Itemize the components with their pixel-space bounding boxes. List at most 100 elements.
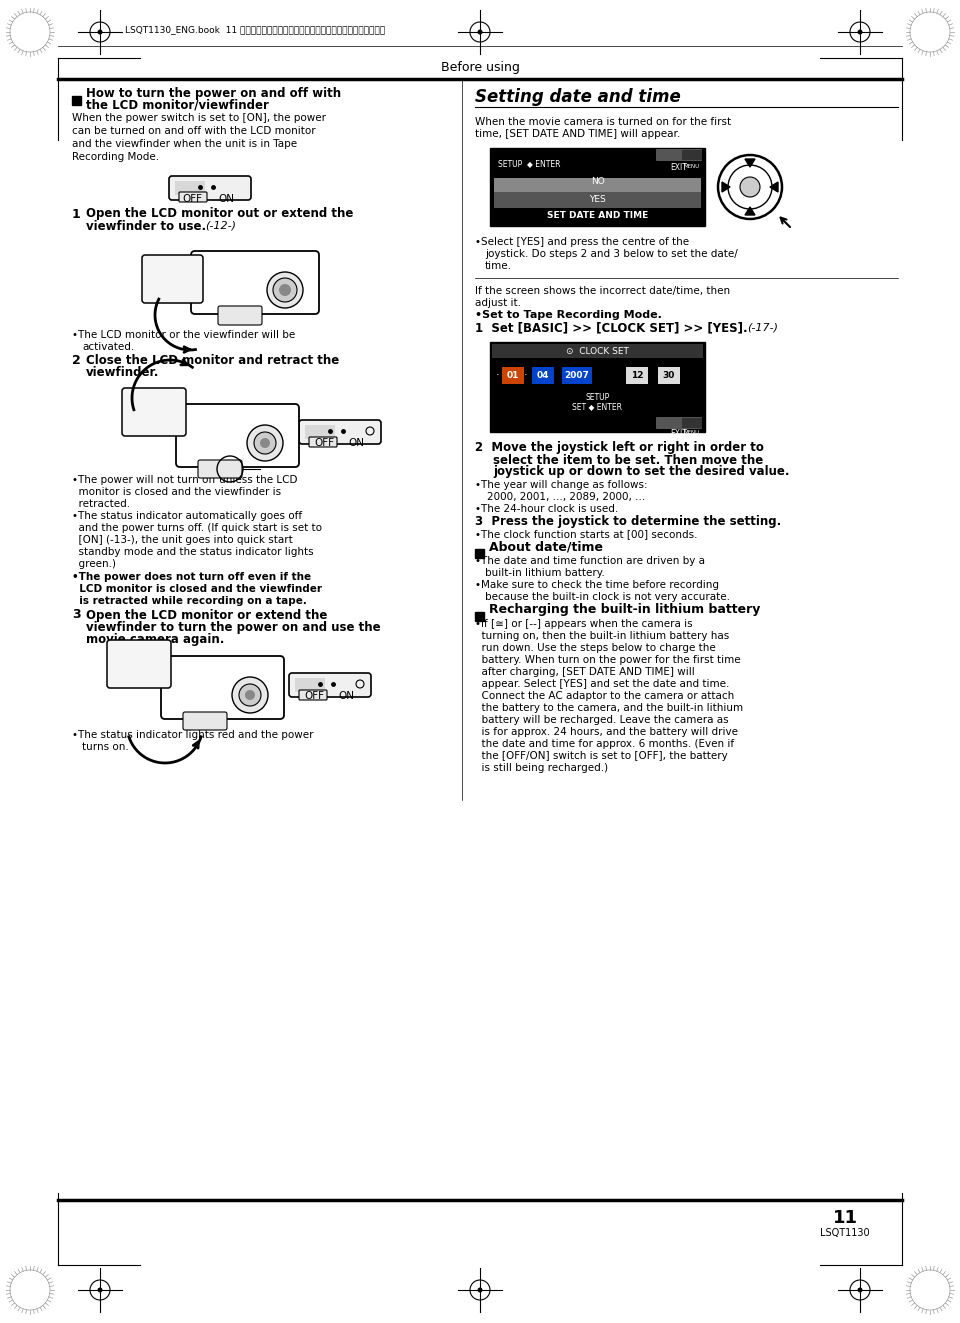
Text: ON: ON	[218, 194, 234, 204]
Text: NO: NO	[590, 177, 605, 187]
Circle shape	[279, 284, 291, 296]
Bar	[490, 148, 705, 226]
Text: SETUP  ◆ ENTER: SETUP ◆ ENTER	[498, 160, 561, 168]
Text: viewfinder.: viewfinder.	[86, 365, 159, 378]
Text: the LCD monitor/viewfinder: the LCD monitor/viewfinder	[86, 98, 269, 111]
Text: green.): green.)	[72, 560, 116, 569]
FancyBboxPatch shape	[682, 418, 702, 429]
Text: Open the LCD monitor or extend the: Open the LCD monitor or extend the	[86, 609, 327, 622]
Text: 01: 01	[507, 370, 519, 380]
Text: •Make sure to check the time before recording: •Make sure to check the time before reco…	[475, 579, 719, 590]
Polygon shape	[722, 183, 730, 192]
Text: viewfinder to use.: viewfinder to use.	[86, 220, 210, 233]
Text: •The LCD monitor or the viewfinder will be: •The LCD monitor or the viewfinder will …	[72, 329, 296, 340]
Text: About date/time: About date/time	[489, 541, 603, 553]
Text: Open the LCD monitor out or extend the: Open the LCD monitor out or extend the	[86, 208, 353, 221]
FancyBboxPatch shape	[191, 251, 319, 314]
Text: SETUP: SETUP	[586, 393, 610, 401]
Text: OFF: OFF	[314, 438, 334, 448]
Text: select the item to be set. Then move the: select the item to be set. Then move the	[493, 454, 763, 467]
Polygon shape	[745, 159, 755, 167]
Text: •If [≅] or [--] appears when the camera is: •If [≅] or [--] appears when the camera …	[475, 619, 692, 628]
Circle shape	[273, 278, 297, 302]
Text: joystick. Do steps 2 and 3 below to set the date/: joystick. Do steps 2 and 3 below to set …	[485, 249, 737, 259]
Text: How to turn the power on and off with: How to turn the power on and off with	[86, 86, 341, 99]
Bar	[494, 192, 701, 208]
Text: SET DATE AND TIME: SET DATE AND TIME	[547, 212, 648, 221]
Text: ON: ON	[348, 438, 364, 448]
Bar	[490, 343, 705, 433]
Text: 2: 2	[72, 353, 81, 366]
FancyBboxPatch shape	[682, 149, 702, 160]
Text: 2007: 2007	[564, 370, 589, 380]
FancyBboxPatch shape	[107, 640, 171, 688]
Text: Close the LCD monitor and retract the: Close the LCD monitor and retract the	[86, 353, 339, 366]
Text: LSQT1130: LSQT1130	[820, 1228, 870, 1238]
FancyBboxPatch shape	[289, 673, 371, 697]
Text: is for approx. 24 hours, and the battery will drive: is for approx. 24 hours, and the battery…	[475, 728, 738, 737]
FancyBboxPatch shape	[161, 656, 284, 718]
Circle shape	[239, 684, 261, 706]
Text: Recharging the built-in lithium battery: Recharging the built-in lithium battery	[489, 603, 760, 617]
Text: movie camera again.: movie camera again.	[86, 632, 225, 646]
Circle shape	[267, 273, 303, 308]
FancyBboxPatch shape	[309, 437, 337, 447]
Bar	[475, 613, 484, 620]
Bar	[72, 97, 81, 105]
Text: 2  Move the joystick left or right in order to: 2 Move the joystick left or right in ord…	[475, 442, 764, 455]
Text: built-in lithium battery.: built-in lithium battery.	[485, 568, 605, 578]
Text: battery will be recharged. Leave the camera as: battery will be recharged. Leave the cam…	[475, 714, 729, 725]
Text: Recording Mode.: Recording Mode.	[72, 152, 159, 161]
FancyBboxPatch shape	[299, 691, 327, 700]
Text: ⊙  CLOCK SET: ⊙ CLOCK SET	[566, 347, 629, 356]
Text: activated.: activated.	[82, 343, 134, 352]
Text: and the viewfinder when the unit is in Tape: and the viewfinder when the unit is in T…	[72, 139, 298, 149]
Text: time.: time.	[485, 261, 512, 271]
FancyBboxPatch shape	[142, 255, 203, 303]
Text: •Select [YES] and press the centre of the: •Select [YES] and press the centre of th…	[475, 237, 689, 247]
Text: monitor is closed and the viewfinder is: monitor is closed and the viewfinder is	[72, 487, 281, 497]
Text: (-17-): (-17-)	[747, 323, 778, 333]
Text: 30: 30	[662, 370, 675, 380]
Circle shape	[98, 29, 103, 34]
Text: •The status indicator lights red and the power: •The status indicator lights red and the…	[72, 730, 314, 740]
Text: OFF: OFF	[304, 691, 324, 701]
Bar	[658, 366, 680, 384]
FancyBboxPatch shape	[299, 419, 381, 445]
Text: time, [SET DATE AND TIME] will appear.: time, [SET DATE AND TIME] will appear.	[475, 130, 681, 139]
Text: OFF: OFF	[182, 194, 202, 204]
Text: appear. Select [YES] and set the date and time.: appear. Select [YES] and set the date an…	[475, 679, 730, 689]
Text: Connect the AC adaptor to the camera or attach: Connect the AC adaptor to the camera or …	[475, 691, 734, 701]
Circle shape	[247, 425, 283, 460]
Text: is still being recharged.): is still being recharged.)	[475, 763, 608, 773]
FancyBboxPatch shape	[198, 460, 242, 478]
Text: [ON] (-13-), the unit goes into quick start: [ON] (-13-), the unit goes into quick st…	[72, 534, 293, 545]
Text: LCD monitor is closed and the viewfinder: LCD monitor is closed and the viewfinder	[72, 583, 322, 594]
Circle shape	[477, 29, 483, 34]
Circle shape	[740, 177, 760, 197]
Text: •The power will not turn off unless the LCD: •The power will not turn off unless the …	[72, 475, 298, 486]
Bar	[502, 366, 524, 384]
Text: When the power switch is set to [ON], the power: When the power switch is set to [ON], th…	[72, 112, 326, 123]
Bar	[295, 677, 325, 692]
Circle shape	[857, 29, 862, 34]
FancyBboxPatch shape	[179, 192, 207, 202]
Circle shape	[254, 433, 276, 454]
FancyBboxPatch shape	[656, 149, 702, 161]
Text: the date and time for approx. 6 months. (Even if: the date and time for approx. 6 months. …	[475, 740, 734, 749]
Text: EXIT: EXIT	[671, 429, 687, 438]
Text: •The power does not turn off even if the: •The power does not turn off even if the	[72, 572, 311, 582]
Text: ON: ON	[338, 691, 354, 701]
Text: retracted.: retracted.	[72, 499, 131, 509]
Text: and the power turns off. (If quick start is set to: and the power turns off. (If quick start…	[72, 523, 322, 533]
Circle shape	[260, 438, 270, 448]
Circle shape	[857, 1287, 862, 1293]
Text: joystick up or down to set the desired value.: joystick up or down to set the desired v…	[493, 466, 789, 479]
Text: MENU: MENU	[684, 430, 700, 435]
Text: because the built-in clock is not very accurate.: because the built-in clock is not very a…	[485, 591, 730, 602]
Text: 12: 12	[631, 370, 643, 380]
Text: (-12-): (-12-)	[205, 221, 236, 232]
Circle shape	[477, 1287, 483, 1293]
Bar	[626, 366, 648, 384]
FancyBboxPatch shape	[218, 306, 262, 325]
